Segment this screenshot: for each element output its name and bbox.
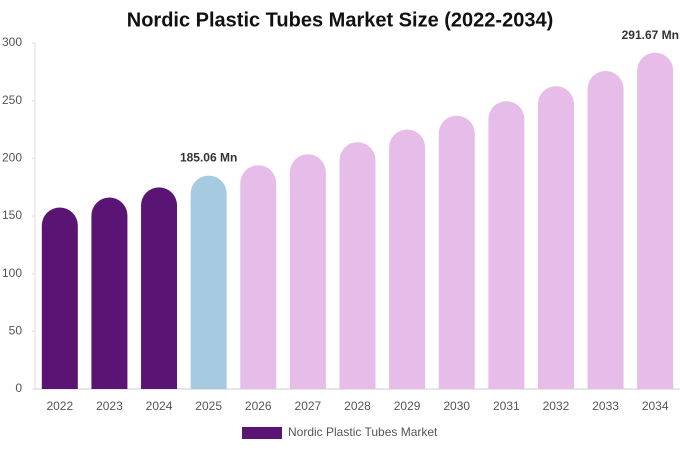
legend-swatch — [242, 427, 282, 439]
bar — [339, 142, 376, 389]
bar — [438, 115, 475, 389]
y-tick-label: 300 — [2, 35, 22, 49]
y-tick-label: 100 — [2, 266, 22, 280]
x-tick-label: 2025 — [195, 399, 222, 413]
value-label: 185.06 Mn — [180, 151, 237, 165]
bar — [488, 101, 525, 389]
x-tick-label: 2034 — [642, 399, 669, 413]
x-tick-label: 2029 — [394, 399, 421, 413]
legend-label: Nordic Plastic Tubes Market — [288, 425, 438, 439]
value-label: 291.67 Mn — [622, 28, 679, 42]
x-tick-label: 2026 — [245, 399, 272, 413]
x-tick-label: 2031 — [493, 399, 520, 413]
x-tick-label: 2027 — [295, 399, 322, 413]
bar — [41, 207, 78, 389]
x-tick-label: 2024 — [146, 399, 173, 413]
bar — [190, 175, 227, 389]
bar — [240, 165, 277, 389]
chart-title: Nordic Plastic Tubes Market Size (2022-2… — [127, 9, 553, 31]
x-tick-label: 2028 — [344, 399, 371, 413]
bar — [289, 154, 326, 389]
x-tick-label: 2032 — [543, 399, 570, 413]
x-tick-label: 2033 — [592, 399, 619, 413]
bar — [389, 129, 426, 389]
y-tick-label: 250 — [2, 93, 22, 107]
bar — [141, 187, 178, 389]
bar — [587, 71, 624, 389]
x-tick-label: 2023 — [96, 399, 123, 413]
bar — [637, 52, 674, 389]
y-tick-label: 50 — [9, 324, 23, 338]
x-tick-label: 2022 — [46, 399, 73, 413]
y-tick-label: 200 — [2, 151, 22, 165]
bar — [91, 197, 128, 389]
x-tick-label: 2030 — [443, 399, 470, 413]
y-tick-label: 150 — [2, 208, 22, 222]
y-tick-label: 0 — [15, 381, 22, 395]
bar — [537, 86, 574, 389]
